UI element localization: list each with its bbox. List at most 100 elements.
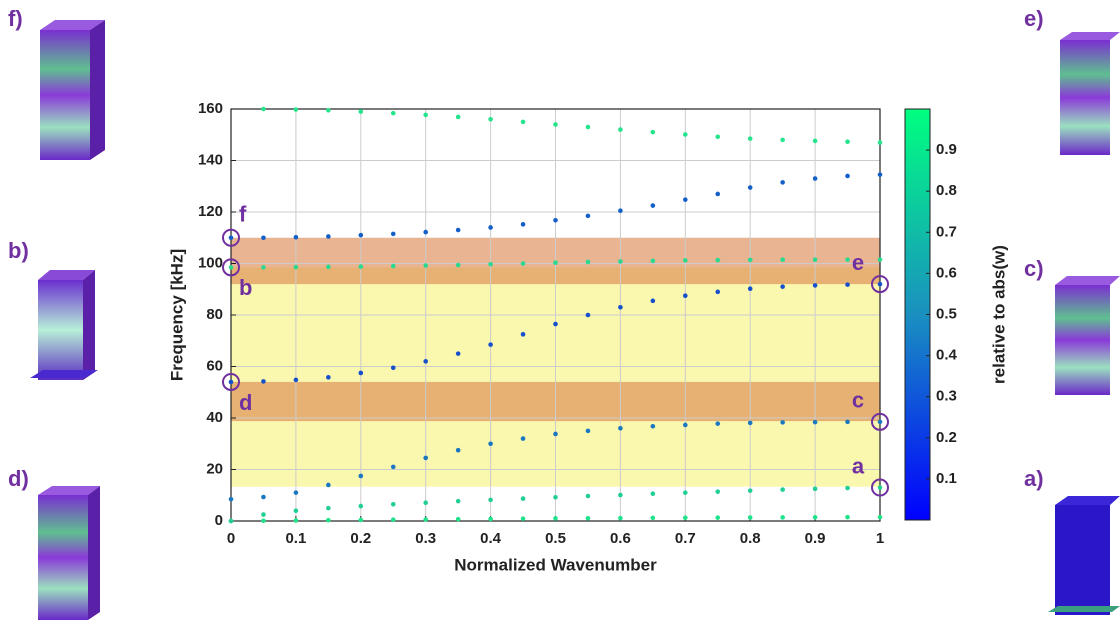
data-point <box>521 332 526 337</box>
mode-shape <box>1060 32 1120 155</box>
data-point <box>261 235 266 240</box>
annotation-label: e <box>852 250 864 275</box>
data-point <box>359 264 364 269</box>
data-point <box>878 257 883 262</box>
data-point <box>618 127 623 132</box>
data-point <box>423 113 428 118</box>
colorbar-tick-label: 0.8 <box>936 182 957 199</box>
data-point <box>780 180 785 185</box>
colorbar-tick-label: 0.9 <box>936 141 957 158</box>
panel-label: c) <box>1024 256 1044 281</box>
data-point <box>456 499 461 504</box>
data-point <box>391 365 396 370</box>
data-point <box>229 519 234 524</box>
colorbar-tick-label: 0.2 <box>936 429 957 446</box>
panel-label: e) <box>1024 6 1044 31</box>
data-point <box>488 225 493 230</box>
data-point <box>586 125 591 130</box>
annotation-label: f <box>239 202 247 227</box>
data-point <box>748 421 753 426</box>
mode-shape <box>30 270 98 380</box>
y-tick-label: 120 <box>198 203 223 220</box>
data-point <box>651 203 656 208</box>
colorbar-label: relative to abs(w) <box>989 245 1008 384</box>
data-point <box>326 108 331 113</box>
x-tick-label: 0.6 <box>610 530 631 547</box>
data-point <box>488 517 493 522</box>
data-point <box>651 516 656 521</box>
data-point <box>359 371 364 376</box>
y-tick-label: 100 <box>198 254 223 271</box>
data-point <box>488 441 493 446</box>
data-point <box>618 305 623 310</box>
colorbar-tick-label: 0.7 <box>936 223 957 240</box>
annotation-label: b <box>239 275 252 300</box>
data-point <box>326 234 331 239</box>
data-point <box>359 109 364 114</box>
x-tick-label: 0 <box>227 530 235 547</box>
data-point <box>748 515 753 520</box>
x-tick-label: 0.7 <box>675 530 696 547</box>
data-point <box>488 498 493 503</box>
data-point <box>553 495 558 500</box>
data-point <box>423 517 428 522</box>
data-point <box>878 485 883 490</box>
data-point <box>586 429 591 434</box>
y-axis-label: Frequency [kHz] <box>167 249 186 381</box>
data-point <box>651 259 656 264</box>
data-point <box>878 282 883 287</box>
data-point <box>813 515 818 520</box>
data-point <box>748 258 753 263</box>
mode-shape <box>38 486 100 620</box>
x-tick-label: 0.8 <box>740 530 761 547</box>
data-point <box>261 495 266 500</box>
data-point <box>326 518 331 523</box>
data-point <box>488 342 493 347</box>
data-point <box>845 515 850 520</box>
panel-label: d) <box>8 466 29 491</box>
data-point <box>294 235 299 240</box>
data-point <box>618 426 623 431</box>
data-point <box>521 120 526 125</box>
data-point <box>456 351 461 356</box>
data-point <box>521 261 526 266</box>
x-tick-label: 0.1 <box>285 530 306 547</box>
data-point <box>261 107 266 112</box>
y-tick-label: 40 <box>206 409 223 426</box>
data-point <box>391 502 396 507</box>
data-point <box>294 265 299 270</box>
data-point <box>845 139 850 144</box>
x-tick-label: 0.3 <box>415 530 436 547</box>
data-point <box>651 299 656 304</box>
x-axis-label: Normalized Wavenumber <box>454 555 657 574</box>
data-point <box>845 486 850 491</box>
data-point <box>521 516 526 521</box>
data-point <box>456 228 461 233</box>
data-point <box>423 359 428 364</box>
data-point <box>359 518 364 523</box>
data-point <box>294 107 299 112</box>
mode-shape <box>1048 496 1120 615</box>
data-point <box>813 257 818 262</box>
data-point <box>391 517 396 522</box>
data-point <box>715 192 720 197</box>
data-point <box>326 265 331 270</box>
data-point <box>553 218 558 223</box>
data-point <box>229 380 234 385</box>
colorbar-tick-label: 0.5 <box>936 305 957 322</box>
data-point <box>521 222 526 227</box>
data-point <box>813 420 818 425</box>
data-point <box>229 497 234 502</box>
data-point <box>618 208 623 213</box>
data-point <box>553 122 558 127</box>
data-point <box>456 517 461 522</box>
data-point <box>423 500 428 505</box>
data-point <box>391 232 396 237</box>
plot: 00.10.20.30.40.50.60.70.80.9102040608010… <box>167 100 1008 575</box>
annotation-label: a <box>852 453 865 478</box>
data-point <box>488 262 493 267</box>
data-point <box>780 515 785 520</box>
data-point <box>813 487 818 492</box>
data-point <box>326 506 331 511</box>
data-point <box>878 420 883 425</box>
